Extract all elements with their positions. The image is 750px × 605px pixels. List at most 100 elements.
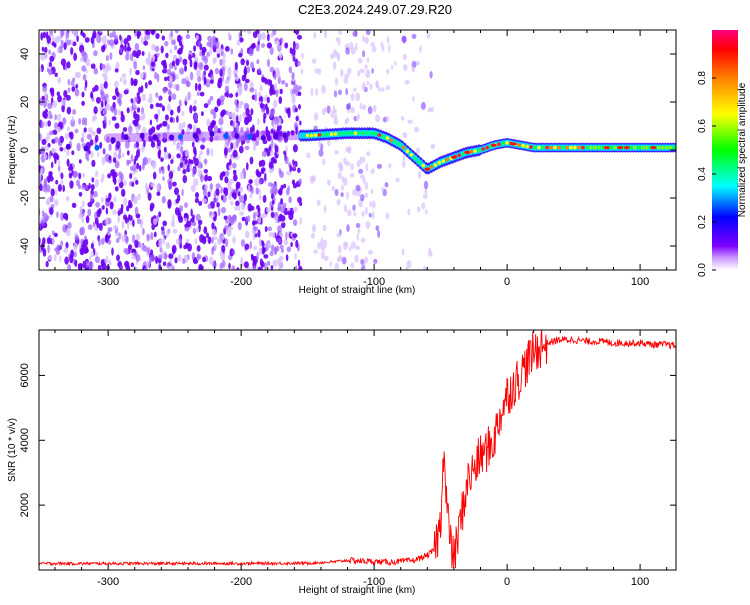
noise-blob [162, 261, 167, 267]
noise-blob [161, 226, 165, 231]
noise-blob [257, 117, 260, 126]
noise-blob [63, 146, 67, 153]
noise-blob [91, 159, 96, 167]
noise-blob [65, 31, 70, 40]
ridge-blob [65, 143, 71, 150]
noise-blob [53, 43, 57, 48]
noise-blob [201, 137, 206, 144]
noise-blob [216, 52, 221, 58]
noise-blob [150, 141, 156, 148]
noise-blob [196, 91, 200, 97]
ridge-core [357, 131, 362, 135]
noise-blob [60, 172, 64, 180]
noise-blob [232, 169, 237, 175]
noise-blob [254, 93, 258, 102]
noise-blob [238, 145, 244, 154]
noise-blob [136, 107, 141, 113]
noise-blob [204, 55, 208, 65]
noise-blob [224, 238, 229, 248]
noise-blob [230, 200, 234, 206]
ridge-core [349, 131, 354, 135]
noise-blob [163, 146, 167, 153]
noise-blob [81, 91, 85, 98]
noise-blob [350, 241, 356, 249]
noise-blob [43, 178, 47, 188]
noise-blob [168, 91, 173, 97]
noise-blob [272, 123, 276, 131]
noise-blob [214, 197, 219, 203]
noise-blob [52, 100, 58, 108]
noise-blob [132, 196, 138, 205]
noise-blob [174, 207, 180, 216]
ridge-core [569, 145, 573, 150]
noise-blob [147, 52, 151, 61]
noise-blob [318, 139, 322, 148]
noise-blob [135, 233, 141, 241]
noise-blob [147, 192, 152, 201]
noise-blob [274, 40, 280, 46]
noise-blob [49, 130, 54, 136]
noise-blob [161, 60, 166, 66]
ridge-core [305, 133, 310, 138]
ridge-blob [83, 145, 89, 152]
noise-blob [202, 189, 208, 197]
noise-blob [174, 257, 178, 264]
noise-blob [230, 142, 234, 150]
noise-blob [343, 204, 348, 213]
noise-blob [371, 46, 377, 53]
noise-blob [225, 219, 229, 224]
noise-blob [99, 30, 103, 33]
noise-blob [209, 95, 214, 101]
noise-blob [73, 30, 78, 38]
noise-blob [286, 188, 290, 196]
noise-blob [294, 30, 300, 36]
noise-blob [129, 166, 134, 171]
noise-blob [227, 66, 232, 75]
figure-title: C2E3.2024.249.07.29.R20 [298, 2, 452, 17]
noise-blob [278, 52, 283, 59]
noise-blob [100, 100, 104, 109]
noise-blob [322, 224, 327, 232]
ridge-core [337, 131, 342, 136]
noise-blob [53, 254, 57, 262]
noise-blob [350, 106, 356, 114]
noise-blob [272, 30, 277, 36]
noise-blob [248, 179, 253, 184]
noise-blob [164, 76, 168, 82]
noise-blob [362, 35, 366, 42]
noise-blob [112, 209, 117, 216]
noise-blob [423, 180, 429, 190]
noise-blob [82, 131, 85, 139]
noise-blob [352, 204, 356, 211]
noise-blob [117, 109, 122, 116]
noise-blob [386, 115, 390, 122]
noise-blob [261, 32, 267, 41]
noise-blob [243, 170, 246, 179]
noise-blob [136, 149, 140, 158]
noise-blob [223, 187, 227, 195]
ridge-blob [169, 134, 175, 141]
noise-blob [201, 111, 204, 116]
noise-blob [65, 196, 70, 202]
noise-blob [96, 127, 102, 135]
noise-blob [194, 82, 198, 92]
noise-blob [40, 32, 44, 41]
noise-blob [223, 147, 228, 156]
noise-blob [411, 33, 417, 40]
noise-blob [175, 30, 179, 34]
noise-blob [163, 151, 169, 160]
noise-blob [232, 149, 238, 158]
spectrogram-xtick-label: -200 [230, 276, 252, 288]
noise-blob [350, 163, 354, 171]
noise-blob [174, 187, 179, 196]
noise-blob [344, 73, 350, 79]
noise-blob [149, 119, 153, 126]
noise-blob [87, 224, 93, 231]
ridge-core [313, 133, 318, 137]
noise-blob [241, 216, 246, 222]
ridge-core [581, 145, 585, 150]
noise-blob [130, 77, 134, 86]
noise-blob [366, 57, 370, 64]
noise-blob [193, 99, 197, 105]
